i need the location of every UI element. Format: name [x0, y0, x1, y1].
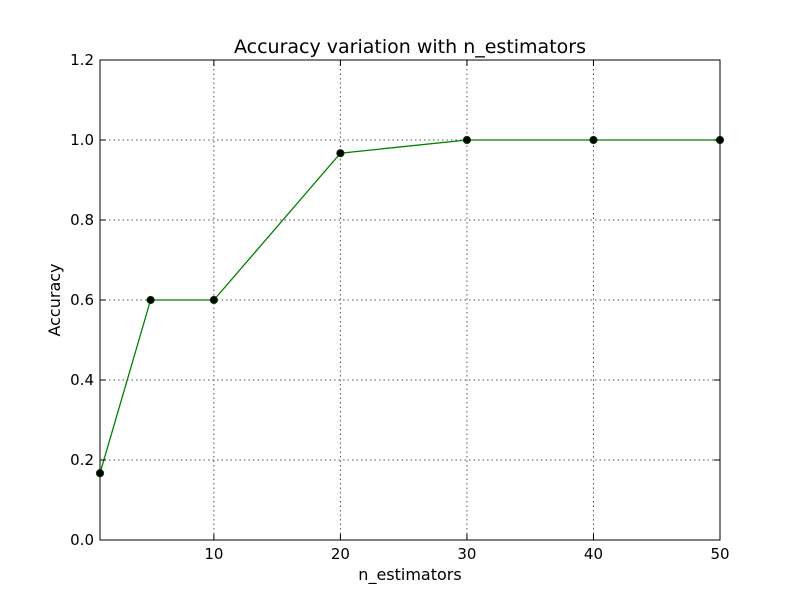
y-tick-label: 0.4	[70, 371, 94, 389]
x-tick-label: 10	[204, 545, 223, 563]
data-point	[462, 135, 472, 145]
x-tick-label: 40	[584, 545, 603, 563]
y-tick-label: 0.2	[70, 451, 94, 469]
y-tick-label: 1.0	[70, 131, 94, 149]
y-tick-label: 1.2	[70, 51, 94, 69]
chart-title: Accuracy variation with n_estimators	[234, 36, 586, 58]
data-point	[336, 149, 345, 158]
x-tick-label: 30	[457, 545, 476, 563]
x-axis-label: n_estimators	[358, 565, 461, 585]
series-line	[99, 139, 720, 474]
data-point	[209, 295, 218, 305]
x-tick-label: 20	[331, 545, 350, 563]
data-point	[146, 295, 155, 305]
y-tick-label: 0.6	[70, 291, 94, 309]
ticks: 10 20 30 40 50 0.0 0.2 0.4 0.6 0.8 1.0 1.2	[70, 51, 729, 563]
y-tick-label: 0.0	[70, 531, 94, 549]
data-point	[589, 135, 598, 145]
x-tick-label: 50	[710, 545, 729, 563]
y-axis-label: Accuracy	[45, 263, 64, 336]
series-group	[95, 135, 725, 478]
y-tick-label: 0.8	[70, 211, 94, 229]
